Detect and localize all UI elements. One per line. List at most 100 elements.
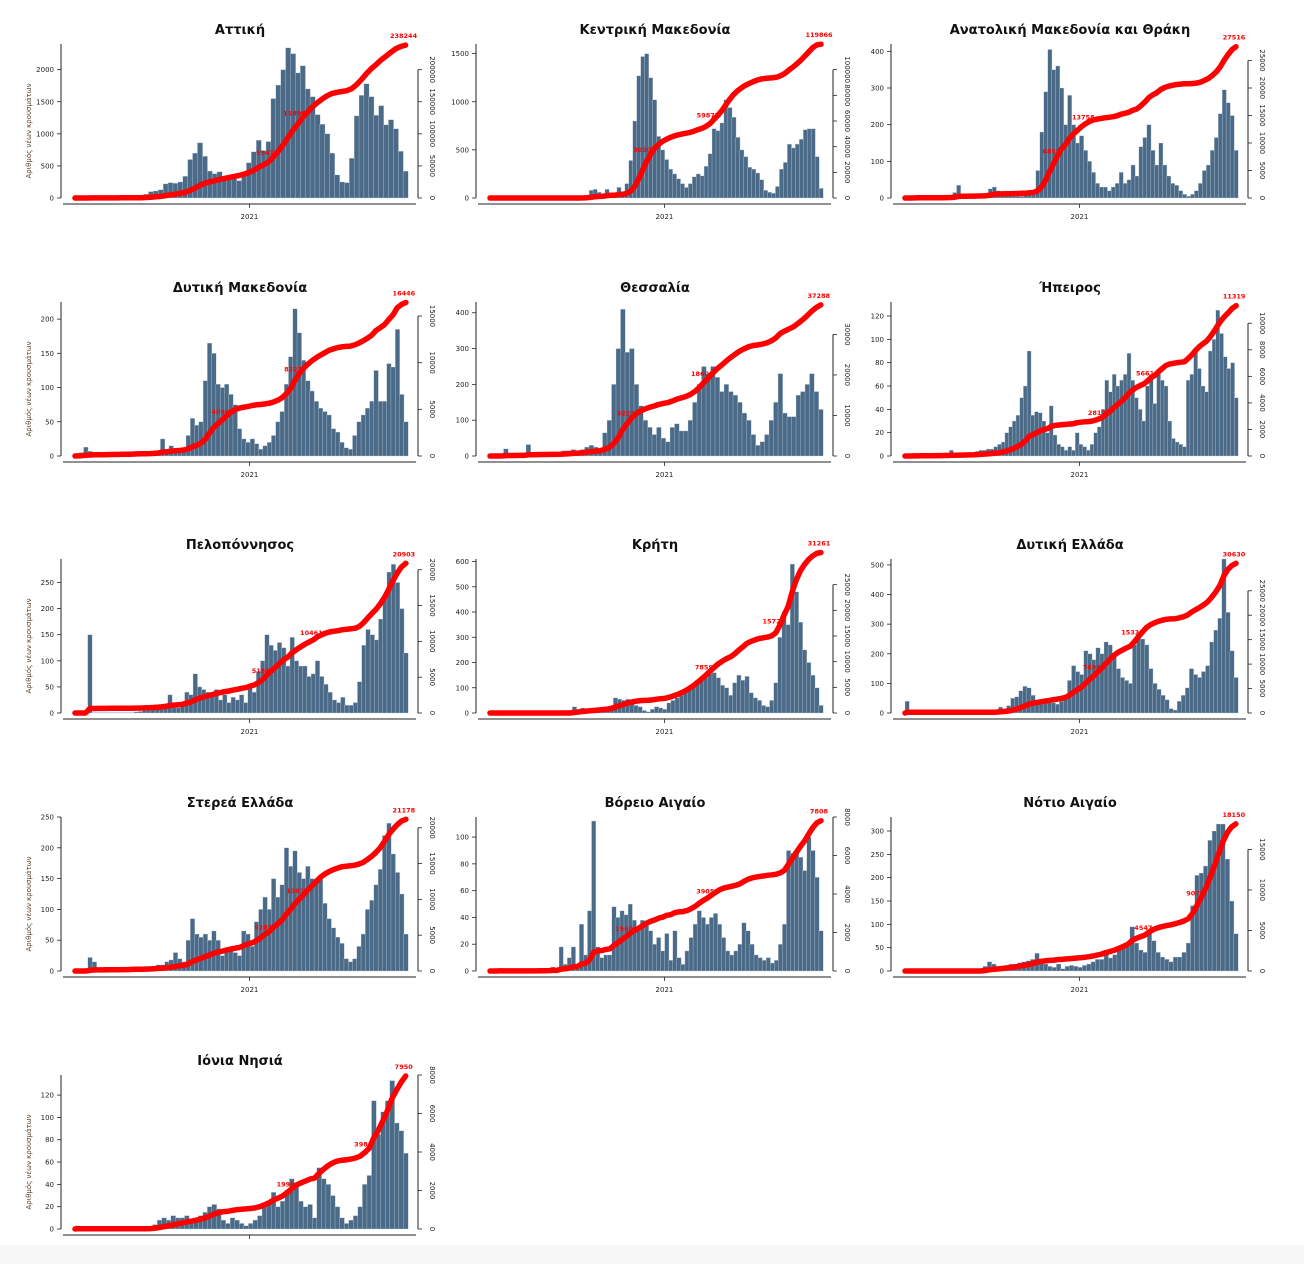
daily-cases-bar	[675, 698, 679, 713]
daily-cases-bar	[1074, 966, 1079, 971]
daily-cases-bar	[684, 187, 688, 198]
left-tick-label: 1500	[36, 98, 54, 106]
daily-cases-bar	[344, 448, 349, 456]
left-tick-label: 250	[41, 814, 54, 822]
daily-cases-bar	[783, 162, 787, 198]
daily-cases-bar	[652, 435, 657, 456]
daily-cases-bar	[305, 89, 310, 198]
daily-cases-bar	[1225, 859, 1230, 971]
daily-cases-bar	[1193, 675, 1197, 714]
daily-cases-bar	[612, 907, 616, 971]
left-tick-label: 20	[45, 1203, 54, 1211]
daily-cases-bar	[197, 143, 202, 198]
chart-title: Στερεά Ελλάδα	[187, 796, 294, 811]
daily-cases-bar	[1083, 150, 1087, 198]
left-tick-label: 0	[50, 453, 54, 461]
daily-cases-bar	[728, 695, 732, 713]
daily-cases-bar	[1161, 695, 1165, 713]
daily-cases-bar	[1183, 447, 1187, 456]
daily-cases-bar	[756, 445, 761, 456]
daily-cases-bar	[323, 412, 328, 456]
cumulative-annotation: 10617	[286, 887, 309, 895]
daily-cases-bar	[794, 592, 798, 713]
daily-cases-bar	[1087, 964, 1092, 971]
daily-cases-bar	[815, 688, 819, 713]
chart-title: Κρήτη	[632, 538, 678, 553]
daily-cases-bar	[1223, 357, 1227, 456]
daily-cases-bar	[340, 1218, 345, 1229]
daily-cases-bar	[1212, 339, 1216, 456]
daily-cases-bar	[261, 151, 266, 198]
right-tick-label: 15000	[1258, 104, 1266, 126]
daily-cases-bar	[1179, 191, 1183, 198]
daily-cases-bar	[1167, 176, 1171, 198]
left-tick-label: 150	[41, 631, 54, 639]
daily-cases-bar	[1234, 677, 1238, 713]
daily-cases-bar	[387, 823, 392, 971]
right-tick-label: 25000	[1258, 580, 1266, 602]
chart-svg: Νότιο Αιγαίο0501001502002503000500010000…	[845, 773, 1275, 1023]
daily-cases-bar	[764, 190, 768, 198]
daily-cases-bar	[646, 712, 650, 713]
daily-cases-bar	[684, 431, 689, 456]
left-tick-label: 2000	[36, 66, 54, 74]
daily-cases-bar	[700, 176, 704, 198]
daily-cases-bar	[1086, 450, 1090, 456]
daily-cases-bar	[815, 157, 819, 198]
left-tick-label: 0	[880, 195, 884, 203]
daily-cases-bar	[1141, 639, 1145, 713]
daily-cases-bar	[811, 850, 815, 971]
daily-cases-bar	[253, 1220, 258, 1229]
daily-cases-bar	[1027, 688, 1031, 713]
daily-cases-bar	[1205, 392, 1209, 456]
daily-cases-bar	[303, 1207, 308, 1229]
daily-cases-bar	[1201, 672, 1205, 713]
daily-cases-bar	[1064, 125, 1068, 198]
daily-cases-bar	[648, 427, 653, 456]
cumulative-annotation: 118980	[283, 109, 311, 117]
daily-cases-bar	[748, 167, 752, 198]
left-tick-label: 1500	[451, 50, 469, 58]
left-tick-label: 100	[456, 417, 469, 425]
daily-cases-bar	[269, 645, 274, 713]
daily-cases-bar	[801, 392, 806, 456]
daily-cases-bar	[1115, 183, 1119, 198]
daily-cases-bar	[378, 869, 383, 971]
daily-cases-bar	[705, 924, 709, 971]
daily-cases-bar	[778, 637, 782, 713]
daily-cases-bar	[280, 412, 285, 456]
daily-cases-bar	[1143, 138, 1147, 199]
daily-cases-bar	[796, 395, 801, 456]
daily-cases-bar	[1060, 447, 1064, 456]
daily-cases-bar	[195, 425, 200, 456]
daily-cases-bar	[332, 700, 337, 713]
daily-cases-bar	[792, 417, 797, 456]
daily-cases-bar	[1016, 196, 1020, 198]
left-tick-label: 80	[875, 359, 884, 367]
daily-cases-bar	[716, 131, 720, 198]
right-tick-label: 20000	[1258, 604, 1266, 626]
daily-cases-bar	[807, 129, 811, 198]
daily-cases-bar	[277, 643, 282, 713]
daily-cases-bar	[1194, 351, 1198, 456]
daily-cases-bar	[688, 420, 693, 456]
daily-cases-bar	[1075, 143, 1079, 198]
daily-cases-bar	[1083, 447, 1087, 456]
daily-cases-bar	[113, 712, 118, 713]
cumulative-annotation: 31261	[808, 540, 831, 548]
daily-cases-bar	[370, 900, 375, 971]
daily-cases-bar	[345, 705, 350, 713]
daily-cases-bar	[592, 821, 596, 971]
left-tick-label: 500	[456, 146, 469, 154]
daily-cases-bar	[315, 115, 320, 198]
left-tick-label: 300	[871, 828, 884, 836]
cumulative-annotation: 13758	[1072, 114, 1095, 122]
daily-cases-bar	[1091, 172, 1095, 198]
daily-cases-bar	[349, 1220, 354, 1229]
daily-cases-bar	[717, 924, 721, 971]
daily-cases-bar	[391, 367, 396, 456]
daily-cases-bar	[330, 153, 335, 198]
